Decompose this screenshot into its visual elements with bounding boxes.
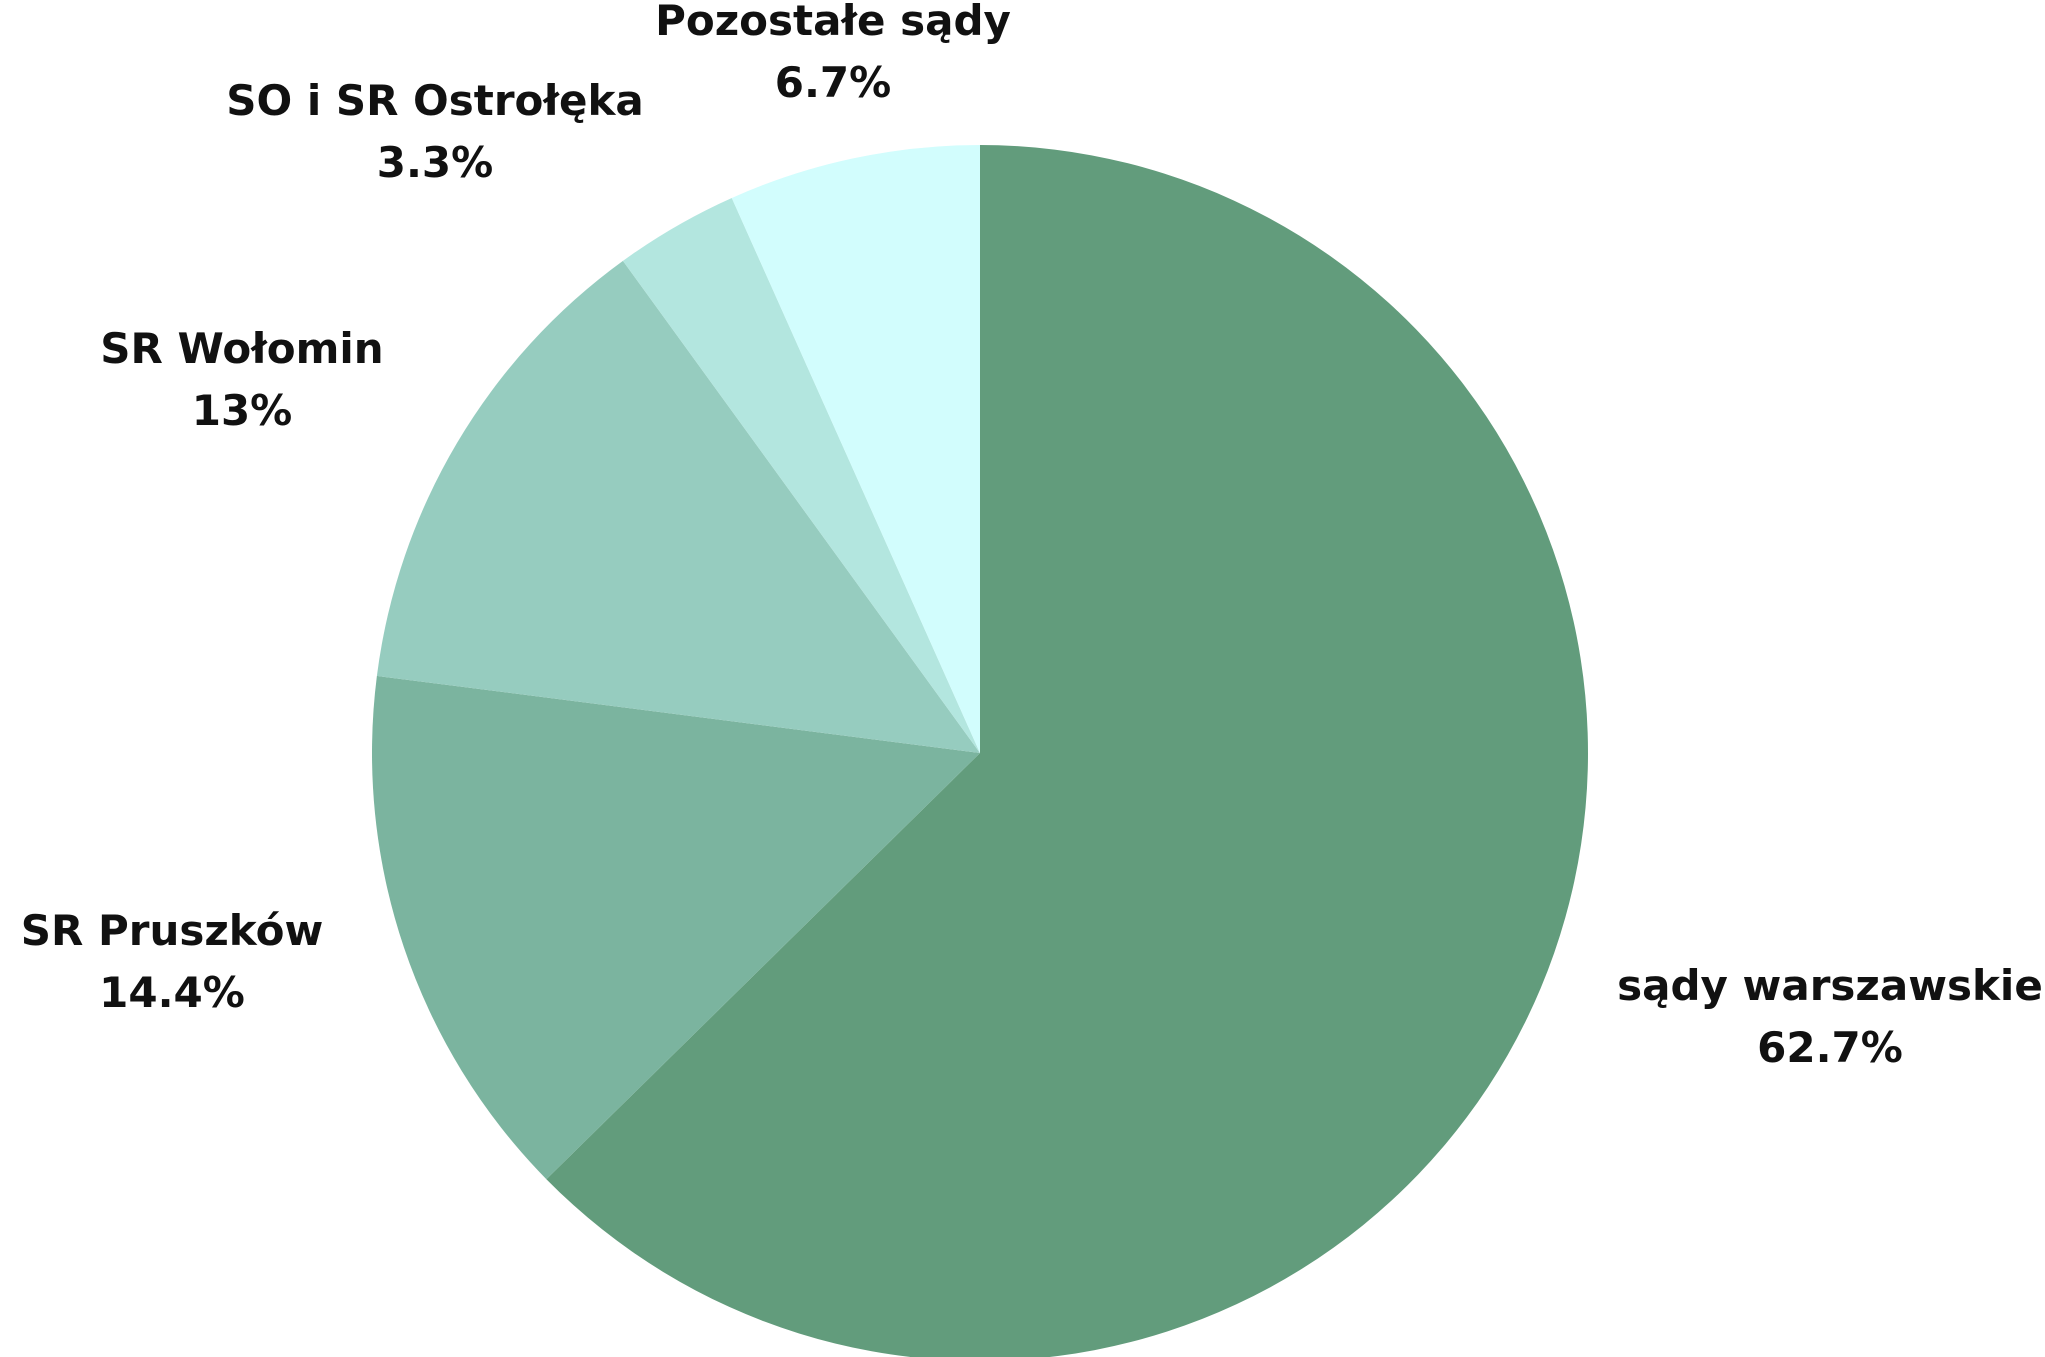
slice-label-4: SO i SR Ostrołęka 3.3% — [226, 76, 644, 187]
pie-slice-3 — [376, 260, 980, 753]
pie-slices — [372, 145, 1588, 1357]
pie-slice-2 — [372, 675, 981, 1180]
pie-slice-4 — [622, 197, 980, 754]
slice-name: sądy warszawskie — [1617, 961, 2043, 1010]
slice-label-2: SR Pruszków 14.4% — [21, 906, 324, 1017]
pie-slice-5 — [731, 145, 980, 753]
slice-percent: 3.3% — [377, 138, 493, 187]
slice-name: SR Pruszków — [21, 906, 324, 955]
slice-percent: 6.7% — [775, 58, 891, 107]
slice-name: Pozostałe sądy — [655, 0, 1011, 45]
slice-percent: 14.4% — [99, 968, 245, 1017]
slice-label-3: SR Wołomin 13% — [100, 324, 383, 435]
slice-label-1: sądy warszawskie 62.7% — [1617, 961, 2043, 1072]
slice-labels: sądy warszawskie 62.7%SR Pruszków 14.4%SR … — [21, 0, 2043, 1072]
slice-percent: 62.7% — [1757, 1023, 1903, 1072]
pie-slice-1 — [546, 145, 1588, 1357]
slice-name: SR Wołomin — [100, 324, 383, 373]
slice-label-5: Pozostałe sądy 6.7% — [655, 0, 1011, 107]
slice-name: SO i SR Ostrołęka — [226, 76, 644, 125]
slice-percent: 13% — [192, 386, 293, 435]
